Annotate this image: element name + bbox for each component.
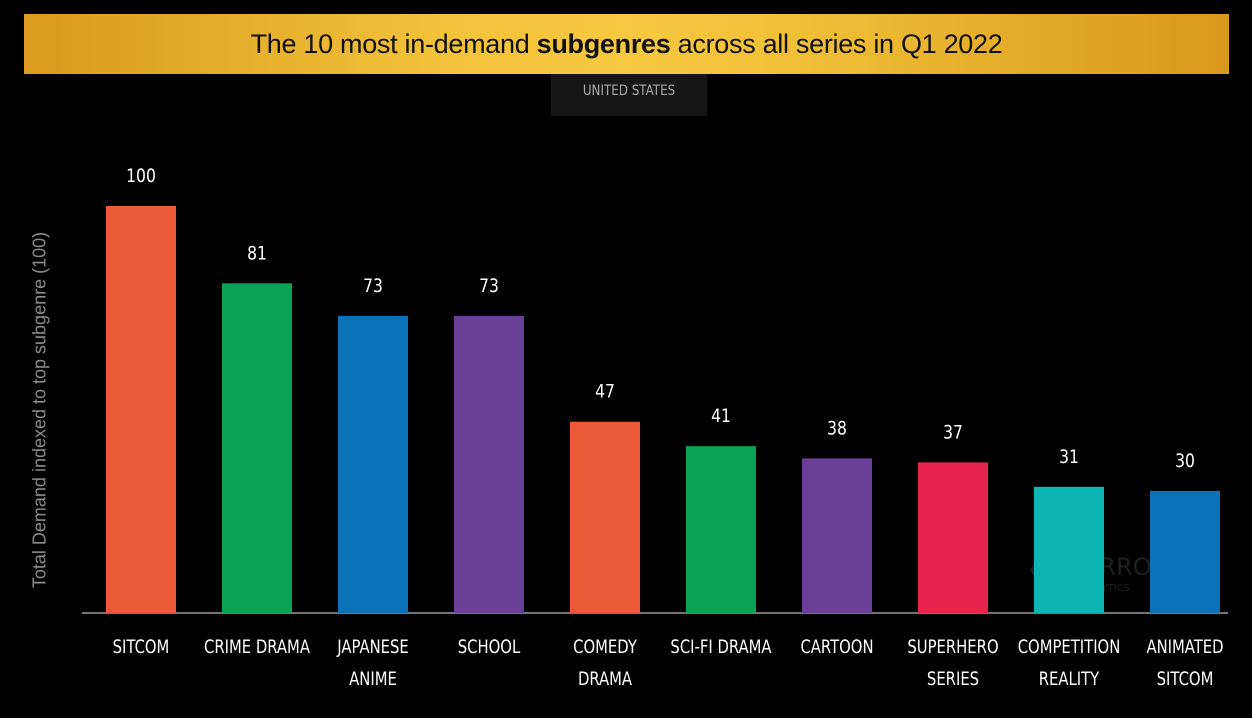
category-label-0-0: SITCOM: [113, 636, 170, 658]
category-label-3-0: SCHOOL: [458, 636, 521, 658]
bar-5: [686, 446, 756, 613]
category-label-7-0: SUPERHERO: [907, 636, 998, 658]
bar-4: [570, 421, 640, 613]
value-label-3: 73: [479, 275, 499, 297]
value-label-0: 100: [126, 166, 156, 188]
bar-1: [222, 283, 292, 613]
category-label-7-1: SERIES: [927, 668, 979, 690]
value-label-7: 37: [943, 422, 963, 444]
category-label-8-1: REALITY: [1039, 668, 1100, 690]
title-prefix: The 10 most in-demand: [250, 28, 537, 59]
value-label-1: 81: [247, 243, 267, 265]
value-label-8: 31: [1059, 446, 1079, 468]
title-suffix: across all series in Q1 2022: [670, 28, 1003, 59]
category-label-2-0: JAPANESE: [336, 636, 408, 658]
bar-0: [106, 206, 176, 613]
chart-title: The 10 most in-demand subgenres across a…: [24, 14, 1229, 74]
bar-9: [1150, 490, 1220, 613]
category-label-9-0: ANIMATED: [1146, 636, 1223, 658]
bar-7: [918, 462, 988, 613]
title-bold: subgenres: [536, 28, 671, 59]
bar-3: [454, 315, 524, 613]
category-label-8-0: COMPETITION: [1018, 636, 1121, 658]
value-label-5: 41: [711, 406, 731, 428]
bars-group: 100 SITCOM 81 CRIME DRAMA 73 JAPANESE ANIME 73 S…: [106, 166, 1224, 691]
bar-2: [338, 315, 408, 613]
category-label-4-0: COMEDY: [573, 636, 637, 658]
bar-8: [1034, 486, 1104, 613]
category-label-9-1: SITCOM: [1157, 668, 1214, 690]
value-label-4: 47: [595, 381, 615, 403]
bar-6: [802, 458, 872, 613]
category-label-2-1: ANIME: [349, 668, 397, 690]
value-label-9: 30: [1175, 450, 1195, 472]
value-label-2: 73: [363, 275, 383, 297]
value-label-6: 38: [827, 418, 847, 440]
category-label-5-0: SCI-FI DRAMA: [670, 636, 771, 658]
category-label-1-0: CRIME DRAMA: [204, 636, 310, 658]
category-label-4-1: DRAMA: [578, 668, 632, 690]
region-tag: UNITED STATES: [550, 74, 708, 116]
category-label-6-0: CARTOON: [800, 636, 873, 658]
